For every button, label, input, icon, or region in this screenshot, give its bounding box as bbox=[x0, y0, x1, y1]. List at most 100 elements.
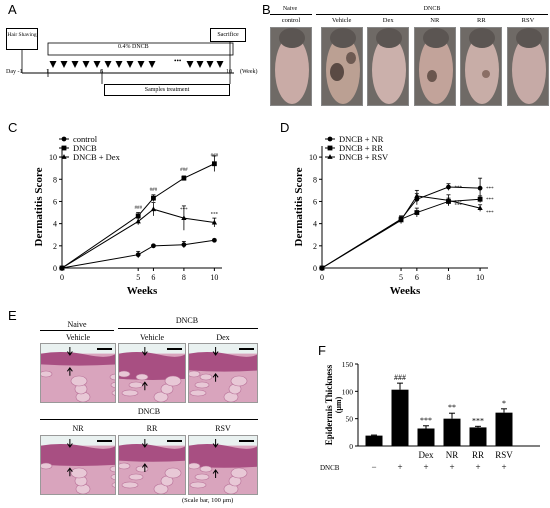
dncb-application-marker bbox=[126, 61, 134, 68]
day-label: Day -1 bbox=[6, 69, 23, 75]
legend-marker bbox=[327, 145, 333, 151]
tick-6: 6 bbox=[100, 69, 103, 75]
x-tick-label: 0 bbox=[320, 273, 324, 282]
legend-marker bbox=[327, 136, 333, 142]
legend-label: DNCB + RR bbox=[339, 143, 383, 153]
y-tick-label: 0 bbox=[313, 264, 317, 273]
mouse-photo-control bbox=[270, 27, 312, 106]
dncb-row-label: DNCB bbox=[320, 464, 340, 472]
mouse-photo-dex bbox=[367, 27, 410, 106]
hair-shaving-box: Hair Shaving bbox=[6, 28, 38, 50]
sacrifice-box: Sacrifice bbox=[210, 28, 246, 42]
dncb-application-marker bbox=[71, 61, 79, 68]
dncb-sign: + bbox=[501, 462, 506, 472]
dncb-bar-label: 0.4% DNCB bbox=[118, 44, 149, 50]
x-axis-label: Weeks bbox=[127, 285, 158, 297]
timeline-dots: ••• bbox=[174, 57, 182, 65]
panel-label-b: B bbox=[262, 2, 271, 17]
bar bbox=[365, 435, 383, 446]
data-point bbox=[477, 205, 483, 211]
significance-label: *** bbox=[211, 213, 219, 218]
bar bbox=[443, 418, 461, 446]
y-axis-unit: (μm) bbox=[334, 396, 343, 413]
legend-marker bbox=[61, 145, 67, 151]
dncb-application-marker bbox=[93, 61, 101, 68]
significance-label: ### bbox=[211, 154, 219, 159]
x-tick-label: 10 bbox=[210, 273, 218, 282]
histology-image-dncb-vehicle bbox=[118, 343, 186, 403]
e-dncb2-header: DNCB bbox=[137, 407, 161, 416]
data-point bbox=[414, 193, 420, 198]
y-axis-label: Dermatitis Score bbox=[33, 167, 45, 246]
dncb-sign: + bbox=[423, 462, 428, 472]
legend-marker bbox=[327, 154, 333, 159]
data-point bbox=[477, 185, 483, 191]
legend-marker bbox=[61, 154, 67, 159]
y-tick-label: 6 bbox=[53, 197, 57, 206]
dncb-application-marker bbox=[206, 61, 214, 68]
data-point bbox=[477, 196, 483, 202]
mouse-photo-rsv bbox=[507, 27, 549, 106]
histology-image-dncb-rsv bbox=[188, 435, 258, 495]
data-point bbox=[319, 265, 325, 270]
dncb-application-marker bbox=[186, 61, 194, 68]
legend-label: DNCB + RSV bbox=[339, 152, 389, 162]
dncb-application-marker bbox=[196, 61, 204, 68]
significance-label: *** bbox=[180, 208, 188, 213]
e-row2-label-1: RR bbox=[146, 424, 158, 433]
category-label: RSV bbox=[495, 450, 513, 460]
y-tick-label: 0 bbox=[53, 264, 57, 273]
y-tick-label: 10 bbox=[309, 153, 317, 162]
category-label: Dex bbox=[419, 450, 434, 460]
panel-label-c: C bbox=[8, 120, 18, 135]
x-axis-label: Weeks bbox=[390, 285, 421, 297]
e-row2-label-2: RSV bbox=[215, 424, 231, 433]
x-tick-label: 8 bbox=[446, 273, 450, 282]
x-tick-label: 5 bbox=[136, 273, 140, 282]
y-tick-label: 4 bbox=[313, 220, 317, 229]
category-label: RR bbox=[472, 450, 484, 460]
category-label: NR bbox=[446, 450, 459, 460]
dncb-application-marker bbox=[137, 61, 145, 68]
e-row2-label-0: NR bbox=[72, 424, 84, 433]
legend-label: DNCB + Dex bbox=[73, 152, 121, 162]
scale-note: (Scale bar, 100 μm) bbox=[182, 497, 234, 504]
y-tick-label: 0 bbox=[349, 442, 353, 451]
legend-label: DNCB bbox=[73, 143, 97, 153]
histology-image-dncb-rr bbox=[118, 435, 186, 495]
panel-label-a: A bbox=[8, 2, 17, 17]
e-naive-header: Naive bbox=[67, 320, 87, 329]
e-row1-label-1: Vehicle bbox=[140, 333, 164, 342]
y-tick-label: 2 bbox=[313, 242, 317, 251]
significance-label: ** bbox=[448, 403, 456, 412]
e-dncb-header: DNCB bbox=[175, 316, 199, 325]
bar bbox=[391, 389, 409, 446]
samples-treatment-box: Samples treatment bbox=[104, 84, 230, 96]
data-point bbox=[151, 195, 156, 201]
photo-label-rsv: RSV bbox=[521, 17, 535, 24]
data-point bbox=[150, 206, 157, 212]
data-point bbox=[445, 197, 452, 203]
x-tick-label: 8 bbox=[182, 273, 186, 282]
significance-label: *** bbox=[454, 186, 462, 191]
y-tick-label: 4 bbox=[53, 220, 57, 229]
significance-label: *** bbox=[486, 187, 494, 192]
dncb-sign: − bbox=[371, 462, 376, 472]
tick-1: 1 bbox=[46, 69, 49, 75]
data-point bbox=[181, 215, 187, 221]
dncb-application-marker bbox=[148, 61, 156, 68]
x-tick-label: 10 bbox=[476, 273, 484, 282]
data-point bbox=[135, 218, 141, 224]
y-tick-label: 10 bbox=[49, 153, 57, 162]
significance-label: ### bbox=[134, 206, 142, 211]
data-point bbox=[135, 213, 141, 219]
e-row1-label-0: Vehicle bbox=[66, 333, 90, 342]
legend-marker bbox=[61, 136, 67, 142]
week-unit: (Week) bbox=[240, 69, 258, 75]
data-point bbox=[135, 252, 141, 258]
legend-label: DNCB + NR bbox=[339, 134, 384, 144]
bar bbox=[417, 428, 435, 446]
bar bbox=[495, 412, 513, 446]
dncb-header: DNCB bbox=[423, 6, 441, 12]
